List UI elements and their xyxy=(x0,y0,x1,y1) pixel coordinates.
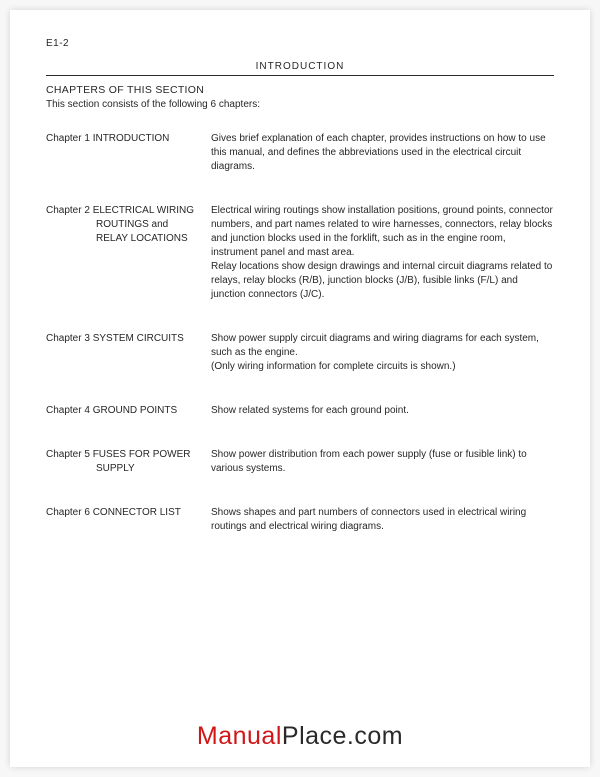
watermark-part2: Place.com xyxy=(282,722,403,750)
chapter-row: Chapter 2 ELECTRICAL WIRING ROUTINGS and… xyxy=(46,204,554,302)
page-number: E1-2 xyxy=(46,38,554,49)
chapter-row: Chapter 4 GROUND POINTS Show related sys… xyxy=(46,404,554,418)
chapters-list: Chapter 1 INTRODUCTION Gives brief expla… xyxy=(46,132,554,534)
chapter-desc: Show power supply circuit diagrams and w… xyxy=(211,332,554,374)
chapter-desc: Gives brief explanation of each chapter,… xyxy=(211,132,554,174)
chapter-row: Chapter 5 FUSES FOR POWER SUPPLY Show po… xyxy=(46,448,554,476)
chapter-label-main: Chapter 1 INTRODUCTION xyxy=(46,133,169,144)
section-subtitle: This section consists of the following 6… xyxy=(46,99,554,110)
chapter-row: Chapter 3 SYSTEM CIRCUITS Show power sup… xyxy=(46,332,554,374)
chapter-label: Chapter 6 CONNECTOR LIST xyxy=(46,506,211,520)
chapter-desc-line: Show related systems for each ground poi… xyxy=(211,404,554,418)
chapter-label-main: Chapter 6 CONNECTOR LIST xyxy=(46,507,181,518)
chapter-desc-line: Relay locations show design drawings and… xyxy=(211,260,554,302)
chapter-desc: Show related systems for each ground poi… xyxy=(211,404,554,418)
chapter-desc-line: Show power supply circuit diagrams and w… xyxy=(211,332,554,360)
watermark: ManualPlace.com xyxy=(10,722,590,751)
chapter-desc-line: (Only wiring information for complete ci… xyxy=(211,360,554,374)
chapter-label-main: Chapter 2 ELECTRICAL WIRING xyxy=(46,205,194,216)
chapter-label: Chapter 3 SYSTEM CIRCUITS xyxy=(46,332,211,346)
chapter-label: Chapter 1 INTRODUCTION xyxy=(46,132,211,146)
chapter-desc: Show power distribution from each power … xyxy=(211,448,554,476)
chapter-desc-line: Shows shapes and part numbers of connect… xyxy=(211,506,554,534)
watermark-part1: Manual xyxy=(197,722,282,750)
chapter-desc: Shows shapes and part numbers of connect… xyxy=(211,506,554,534)
chapter-row: Chapter 1 INTRODUCTION Gives brief expla… xyxy=(46,132,554,174)
section-title: CHAPTERS OF THIS SECTION xyxy=(46,84,554,96)
chapter-desc-line: Show power distribution from each power … xyxy=(211,448,554,476)
page-header: INTRODUCTION xyxy=(46,61,554,72)
chapter-label: Chapter 5 FUSES FOR POWER SUPPLY xyxy=(46,448,211,476)
chapter-label-main: Chapter 3 SYSTEM CIRCUITS xyxy=(46,333,184,344)
chapter-label-main: Chapter 5 FUSES FOR POWER xyxy=(46,449,190,460)
chapter-label-main: Chapter 4 GROUND POINTS xyxy=(46,405,177,416)
chapter-label: Chapter 2 ELECTRICAL WIRING ROUTINGS and… xyxy=(46,204,211,246)
chapter-label-sub: RELAY LOCATIONS xyxy=(46,232,201,246)
header-rule xyxy=(46,75,554,76)
chapter-desc-line: Gives brief explanation of each chapter,… xyxy=(211,132,554,174)
chapter-desc: Electrical wiring routings show installa… xyxy=(211,204,554,302)
chapter-desc-line: Electrical wiring routings show installa… xyxy=(211,204,554,260)
chapter-row: Chapter 6 CONNECTOR LIST Shows shapes an… xyxy=(46,506,554,534)
document-page: E1-2 INTRODUCTION CHAPTERS OF THIS SECTI… xyxy=(10,10,590,767)
chapter-label-sub: ROUTINGS and xyxy=(46,218,201,232)
chapter-label-sub: SUPPLY xyxy=(46,462,201,476)
chapter-label: Chapter 4 GROUND POINTS xyxy=(46,404,211,418)
